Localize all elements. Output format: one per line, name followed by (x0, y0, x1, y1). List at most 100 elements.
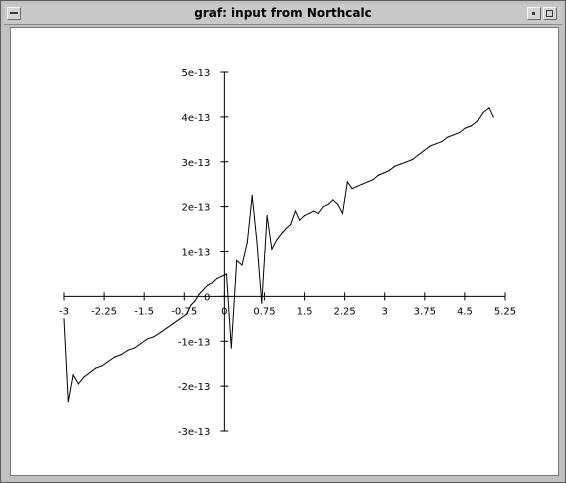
data-point (72, 374, 74, 376)
data-point (127, 349, 129, 351)
data-point (429, 145, 431, 147)
data-point (207, 284, 209, 286)
data-point (140, 342, 142, 345)
data-point (417, 154, 420, 156)
data-point (356, 185, 358, 188)
data-point (63, 318, 65, 320)
y-tick-label: 3e-13 (182, 158, 211, 169)
data-point (322, 206, 324, 208)
data-point (361, 183, 363, 185)
minimize-icon[interactable] (527, 7, 541, 20)
data-point (367, 181, 369, 183)
data-point (423, 149, 425, 152)
x-tick-label: 3 (382, 306, 388, 317)
data-point (453, 134, 455, 136)
data-point (372, 179, 374, 181)
x-axis-ticks: -3 -2.25 -1.5 -0.75 0 0.75 1.5 2.25 3 3.75 4.5 5.25 (59, 292, 516, 317)
maximize-icon[interactable] (543, 7, 557, 20)
x-tick-label: 0.75 (253, 306, 275, 317)
data-point (160, 331, 162, 333)
data-point (271, 248, 273, 250)
y-tick-label: -3e-13 (178, 427, 210, 438)
title-bar[interactable]: graf: input from Northcalc (4, 4, 562, 25)
data-point (114, 356, 116, 358)
data-point (251, 194, 253, 197)
line-chart: 5e-13 4e-13 3e-13 2e-13 1e-13 0 -1e-13 -2e-13 -3… (59, 68, 516, 438)
data-point (89, 372, 91, 374)
data-point (133, 347, 136, 349)
data-point (299, 219, 301, 221)
data-point (492, 116, 494, 118)
data-point (303, 215, 306, 217)
data-point (337, 203, 339, 205)
data-point (280, 232, 283, 235)
data-point (241, 264, 243, 266)
data-point (313, 210, 315, 212)
data-point (146, 338, 148, 340)
data-point (77, 383, 80, 385)
data-point (246, 241, 248, 244)
series-line (63, 107, 494, 402)
data-point (261, 302, 263, 304)
data-point (120, 354, 122, 356)
data-point (179, 318, 181, 320)
data-point (256, 241, 258, 244)
data-point (202, 289, 205, 291)
y-tick-label: 2e-13 (182, 203, 211, 214)
data-point (327, 203, 329, 205)
data-point (166, 327, 168, 329)
data-point (83, 376, 85, 378)
data-point (406, 161, 408, 163)
y-tick-label: 0 (204, 292, 210, 303)
data-point (308, 212, 310, 214)
data-point (377, 174, 379, 176)
y-tick-label: -1e-13 (178, 337, 210, 348)
data-point (236, 259, 238, 262)
window-title: graf: input from Northcalc (194, 6, 372, 20)
data-point (225, 273, 228, 275)
data-point (94, 367, 97, 369)
x-tick-label: 1.5 (297, 306, 313, 317)
data-point (447, 136, 449, 138)
y-tick-label: -2e-13 (178, 382, 210, 393)
y-tick-label: 4e-13 (182, 113, 211, 124)
data-point (351, 188, 353, 190)
data-point (230, 347, 232, 349)
data-point (194, 300, 196, 302)
x-tick-label: -0.75 (171, 306, 197, 317)
data-point (482, 111, 484, 113)
data-point (185, 313, 188, 315)
data-point (441, 140, 443, 143)
data-point (317, 212, 320, 214)
data-point (346, 181, 348, 183)
data-point (458, 131, 461, 134)
data-point (221, 275, 223, 277)
data-point (488, 107, 490, 109)
x-tick-label: 5.25 (494, 306, 516, 317)
x-tick-label: -3 (59, 306, 69, 317)
y-axis-ticks: 5e-13 4e-13 3e-13 2e-13 1e-13 0 -1e-13 -2e-13 -3… (178, 68, 229, 438)
data-point (216, 277, 218, 280)
data-point (198, 293, 200, 295)
data-point (476, 120, 478, 122)
data-point (190, 304, 192, 306)
data-point (172, 322, 175, 324)
data-point (67, 401, 69, 403)
data-point (400, 163, 402, 165)
x-tick-label: -2.25 (91, 306, 117, 317)
data-point (276, 239, 278, 241)
x-tick-label: 2.25 (334, 306, 356, 317)
data-point (107, 360, 109, 363)
data-point (411, 158, 414, 161)
data-point (470, 125, 472, 127)
plot-area: 5e-13 4e-13 3e-13 2e-13 1e-13 0 -1e-13 -2e-13 -3… (10, 27, 559, 476)
data-point (388, 170, 390, 172)
data-point (394, 165, 396, 167)
data-point (383, 172, 385, 174)
data-point (341, 212, 344, 214)
x-tick-label: 4.5 (457, 306, 473, 317)
window-menu-icon[interactable] (7, 7, 21, 20)
data-point (464, 127, 467, 129)
data-point (211, 282, 213, 284)
data-point (332, 199, 334, 201)
